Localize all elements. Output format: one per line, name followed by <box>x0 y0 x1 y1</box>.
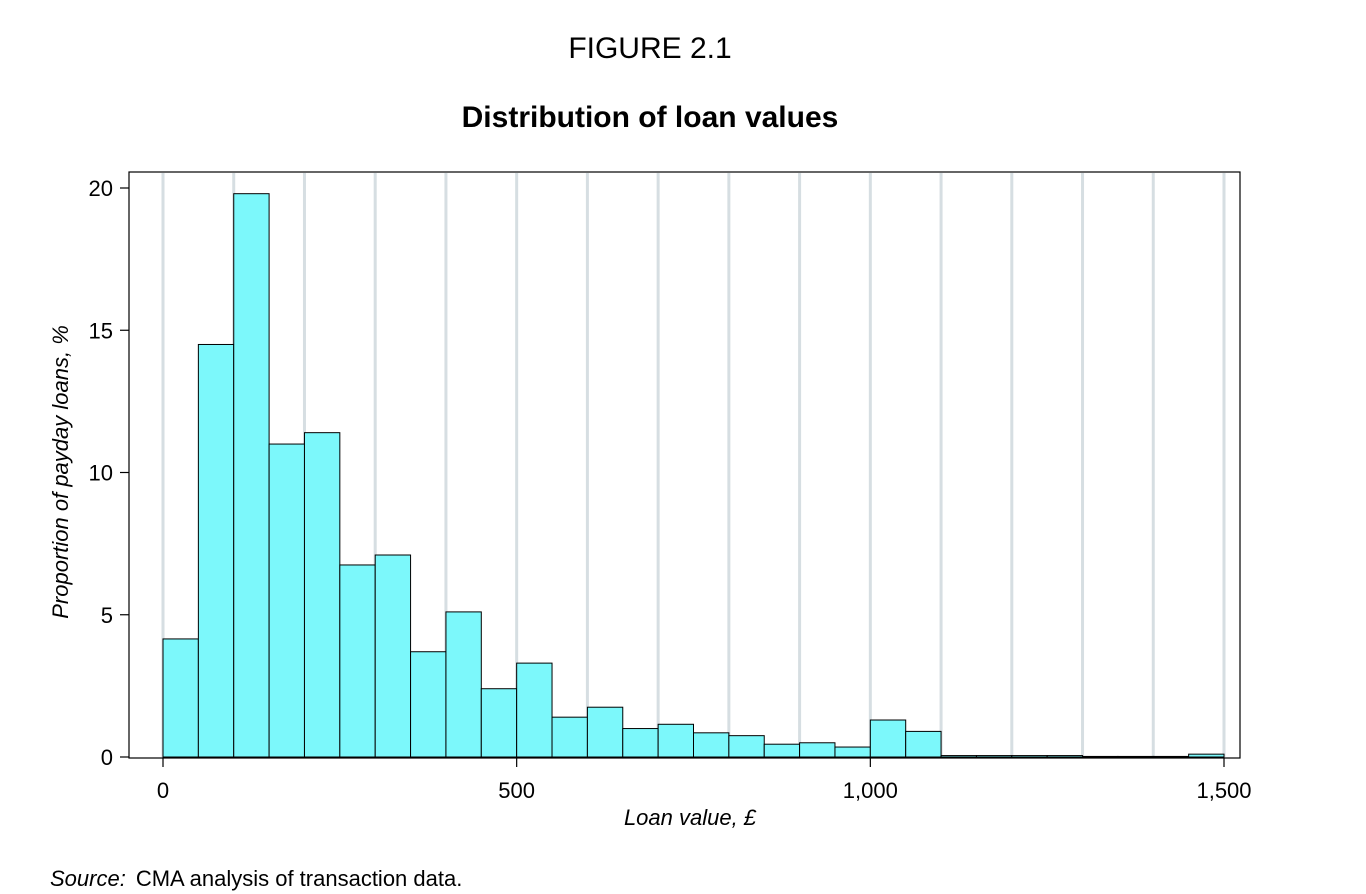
y-tick-label: 0 <box>101 745 113 770</box>
histogram-bar <box>551 716 588 758</box>
axes: 0 500 1,000 1,500 0 5 10 15 20 <box>89 176 1252 803</box>
histogram-bar <box>586 706 624 758</box>
histogram-bar <box>1046 755 1084 758</box>
histogram-bar <box>869 719 907 758</box>
histogram-bar <box>1011 755 1048 758</box>
histogram-bar <box>1117 755 1154 758</box>
histogram-bar <box>480 688 518 758</box>
histogram-bar <box>799 742 836 758</box>
histogram-bar <box>728 735 765 758</box>
source-note: Source: CMA analysis of transaction data. <box>50 866 462 892</box>
histogram-bar <box>940 755 977 758</box>
source-text: CMA analysis of transaction data. <box>135 866 463 891</box>
y-tick-label: 15 <box>89 318 113 343</box>
histogram-bar <box>303 432 341 758</box>
histogram-bar <box>1082 755 1119 758</box>
x-tick-label: 1,500 <box>1196 778 1251 803</box>
histogram-bar <box>339 564 376 758</box>
histogram-bar <box>657 723 695 758</box>
histogram-bar <box>268 443 305 758</box>
histogram-bar <box>233 193 270 758</box>
x-tick-label: 0 <box>157 778 169 803</box>
histogram-bar <box>1188 753 1225 758</box>
histogram-bar <box>975 755 1013 758</box>
histogram-bar <box>834 746 871 758</box>
x-tick-label: 1,000 <box>843 778 898 803</box>
gridlines <box>161 173 1226 757</box>
histogram-bar <box>693 732 730 758</box>
bars <box>162 193 1225 758</box>
source-label: Source: <box>50 866 126 891</box>
histogram-bar <box>516 662 553 758</box>
x-axis-label: Loan value, £ <box>624 805 757 830</box>
histogram-bar <box>445 611 482 758</box>
histogram-bar <box>410 651 447 758</box>
histogram-bar <box>374 554 412 758</box>
histogram-bar <box>197 343 235 758</box>
y-axis-label: Proportion of payday loans, % <box>48 325 73 619</box>
plot-frame <box>128 171 1241 759</box>
figure-label: FIGURE 2.1 <box>568 32 732 65</box>
y-tick-label: 10 <box>89 461 113 486</box>
y-tick-label: 20 <box>89 176 113 201</box>
x-tick-label: 500 <box>498 778 535 803</box>
y-tick-label: 5 <box>101 603 113 628</box>
histogram-bar <box>1152 755 1190 758</box>
histogram-bar <box>162 638 199 758</box>
histogram-chart: 0 500 1,000 1,500 0 5 10 15 20 Loan value, £ Pro… <box>48 171 1252 830</box>
histogram-bar <box>763 743 801 758</box>
histogram-bar <box>622 728 659 758</box>
chart-title: Distribution of loan values <box>461 101 839 134</box>
histogram-bar <box>905 730 942 758</box>
